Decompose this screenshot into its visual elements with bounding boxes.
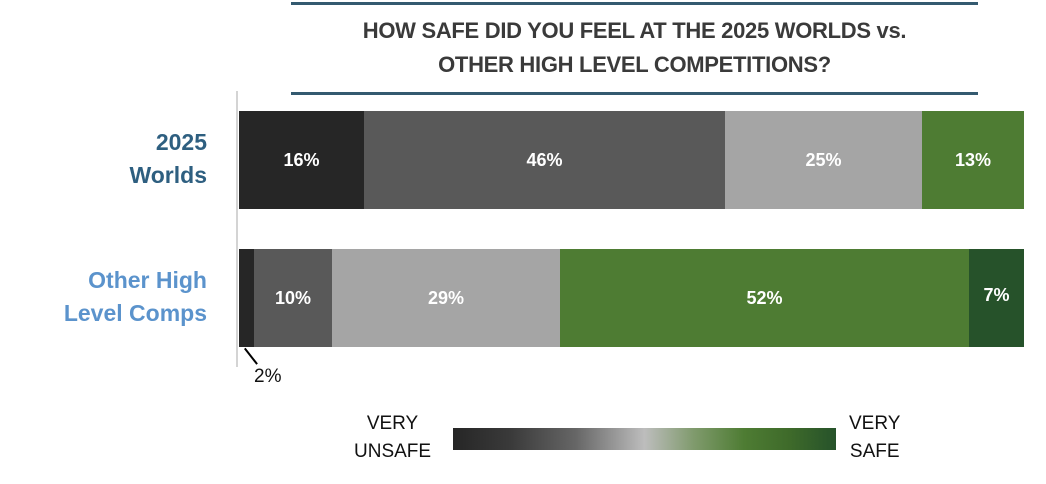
row-label-line-1: 2025 (155, 129, 207, 155)
bar-other-high-level-comps: 10% 29% 52% 7% (239, 249, 1024, 347)
segment-value-label: 16% (283, 149, 320, 170)
segment-neutral: 25% (725, 111, 922, 209)
legend-gradient-scale (453, 428, 836, 450)
category-axis-line (236, 91, 238, 367)
callout-leader-line (244, 347, 258, 365)
segment-safe: 52% (560, 249, 969, 347)
segment-value-label: 7% (983, 285, 1010, 305)
segment-neutral: 29% (332, 249, 560, 347)
segment-value-label: 25% (805, 149, 842, 170)
chart-title-line-1: HOW SAFE DID YOU FEEL AT THE 2025 WORLDS… (362, 18, 907, 43)
legend-label-line-1: VERY (366, 413, 419, 434)
legend-label-line-1: VERY (849, 413, 901, 434)
segment-very-unsafe: 16% (239, 111, 364, 209)
segment-very-safe: 7% (969, 249, 1024, 347)
segment-value-label: 46% (526, 149, 563, 170)
segment-value-label: 52% (746, 287, 783, 308)
title-rule-bottom (291, 92, 978, 95)
segment-value-label: 13% (954, 149, 992, 170)
legend-label-very-safe: VERY SAFE (849, 410, 900, 466)
segment-unsafe: 10% (254, 249, 332, 347)
title-rule-top (291, 2, 978, 5)
chart-title-line-2: OTHER HIGH LEVEL COMPETITIONS? (438, 52, 831, 77)
callout-label-2-percent: 2% (254, 366, 282, 387)
segment-safe: 13% (922, 111, 1024, 209)
row-label-line-1: Other High (88, 267, 207, 293)
segment-very-unsafe (239, 249, 254, 347)
segment-unsafe: 46% (364, 111, 725, 209)
legend-label-line-2: UNSAFE (354, 441, 432, 462)
segment-value-label: 10% (274, 287, 312, 308)
legend-label-line-2: SAFE (849, 441, 900, 462)
legend-label-very-unsafe: VERY UNSAFE (354, 410, 431, 466)
row-label-2025-worlds: 2025 Worlds (129, 126, 207, 192)
row-label-other-high-level-comps: Other High Level Comps (64, 264, 207, 330)
chart-title: HOW SAFE DID YOU FEEL AT THE 2025 WORLDS… (291, 14, 978, 82)
row-label-line-2: Level Comps (63, 300, 207, 326)
bar-2025-worlds: 16% 46% 25% 13% (239, 111, 1024, 209)
row-label-line-2: Worlds (129, 162, 207, 188)
segment-value-label: 29% (427, 287, 465, 308)
